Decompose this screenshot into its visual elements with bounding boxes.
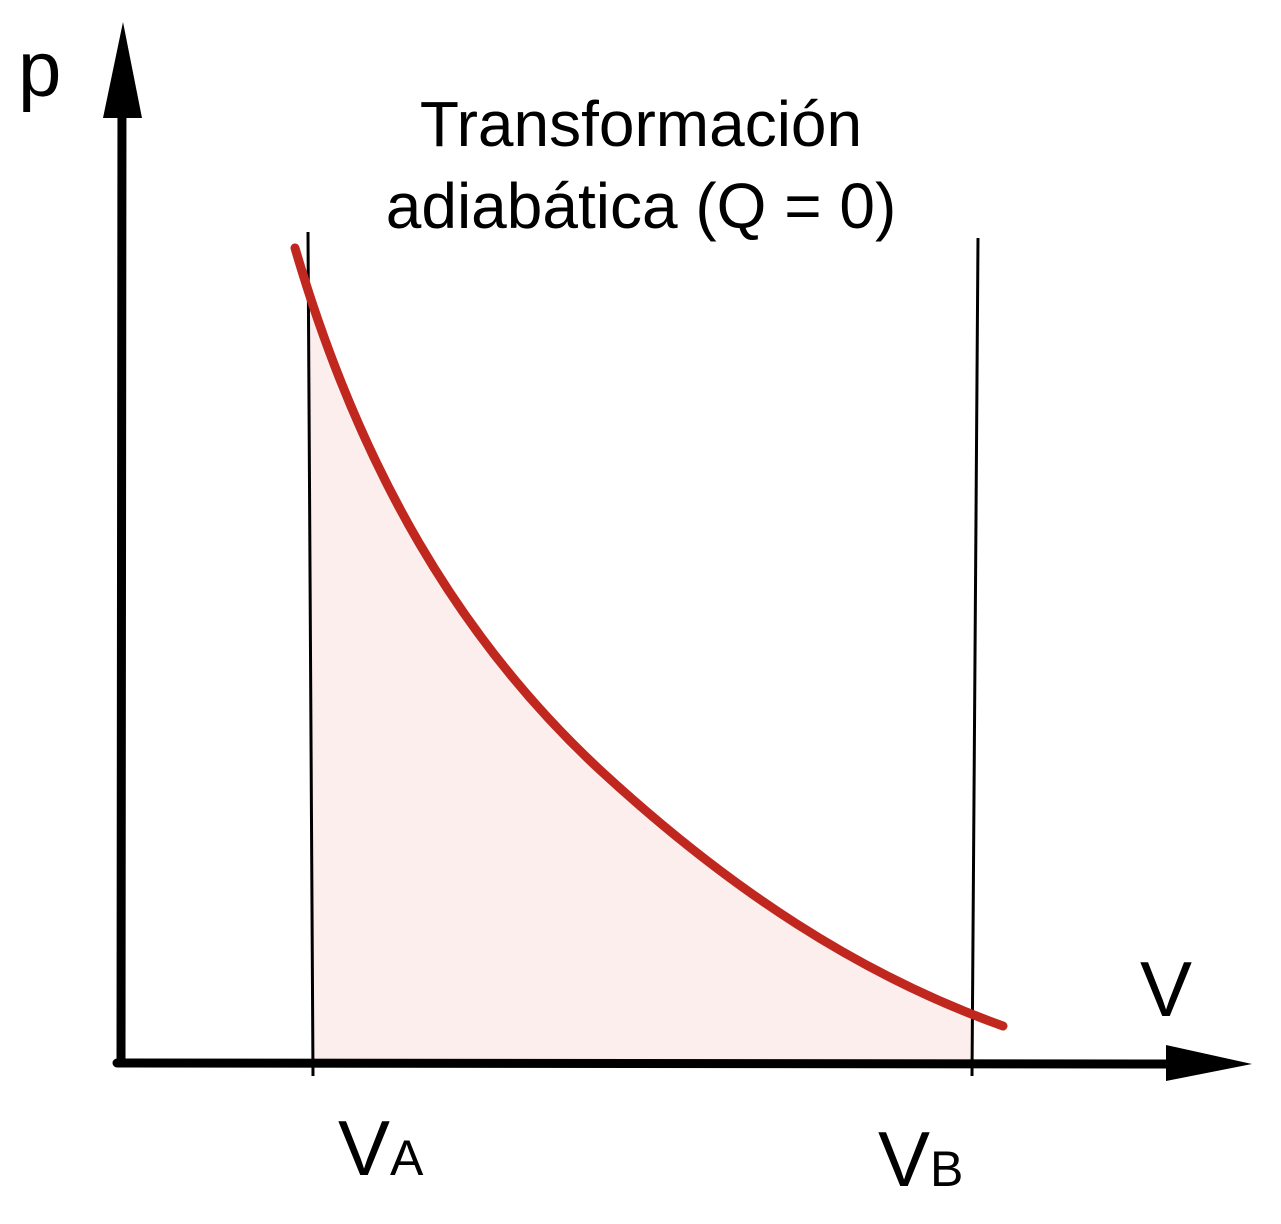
diagram-title-line-2: adiabática (Q = 0) (386, 170, 897, 242)
volume-a-symbol: V (338, 1104, 390, 1192)
y-axis-arrowhead-icon (103, 22, 142, 118)
y-axis-label: p (18, 25, 61, 113)
volume-a-subscript: A (390, 1130, 424, 1186)
x-axis (112, 1058, 1205, 1069)
volume-b-label: VB (878, 1115, 963, 1203)
volume-a-label: VA (338, 1104, 424, 1192)
adiabatic-curve (290, 243, 1008, 1031)
volume-b-subscript: B (930, 1141, 963, 1197)
y-axis (116, 75, 127, 1068)
volume-a-boundary-line (306, 231, 315, 1077)
volume-b-boundary-line (970, 237, 980, 1077)
volume-b-symbol: V (878, 1115, 930, 1203)
x-axis-label: V (1140, 945, 1192, 1033)
diagram-title-line-1: Transformación (420, 88, 862, 160)
x-axis-arrowhead-icon (1166, 1045, 1252, 1081)
work-area-shading (309, 290, 973, 1060)
